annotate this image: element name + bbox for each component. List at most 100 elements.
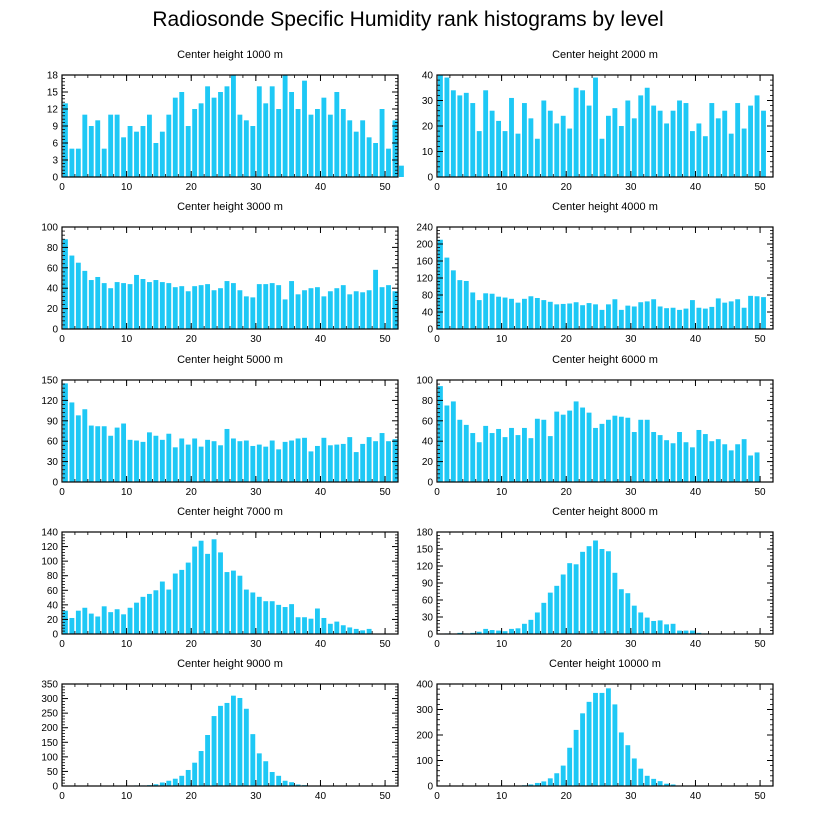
histogram-bar [224,702,230,786]
histogram-bar [657,306,663,329]
histogram-bar [108,288,114,329]
histogram-bar [722,302,728,329]
histogram-bar [476,631,482,634]
histogram-bar [250,126,256,177]
histogram-bar [638,419,644,482]
histogram-bar [567,563,573,634]
histogram-bar [690,630,695,634]
y-tick-label: 100 [416,376,433,387]
histogram-bar [489,110,495,177]
histogram-bar [476,131,482,177]
histogram-bar [457,95,463,177]
histogram-bar [625,745,631,786]
histogram-bar [366,290,372,329]
histogram-bar [541,419,547,482]
histogram-bar [82,409,88,482]
histogram-bar [121,614,127,634]
histogram-bar [334,444,340,482]
histogram-bar [573,401,579,482]
histogram-bar [625,417,631,482]
histogram-bar [327,623,333,634]
y-tick-label: 9 [52,122,58,133]
histogram-bar [522,298,527,329]
histogram-bar [340,625,346,634]
histogram-bar [172,287,178,329]
histogram-bar [644,301,650,330]
histogram-bar [211,539,217,634]
histogram-bar [702,434,708,482]
y-tick-label: 200 [416,240,433,251]
histogram-bar [69,617,75,634]
histogram-bar [243,708,249,786]
histogram-bar [88,425,94,482]
histogram-bar [476,300,482,329]
histogram-bar [315,445,320,482]
histogram-bar [75,262,81,329]
histogram-bar [75,415,81,482]
histogram-bar [366,628,372,634]
histogram-bar [483,293,489,329]
histogram-bar [147,593,152,634]
histogram-bar [373,441,379,482]
histogram-bar [373,143,379,177]
histogram-bar [334,621,340,634]
histogram-bar [612,572,618,634]
x-tick-label: 50 [380,182,392,193]
histogram-bar [728,301,734,330]
histogram-bar [179,569,185,634]
x-tick-label: 30 [625,334,637,345]
histogram-bar [166,433,172,482]
histogram-bar [631,306,637,329]
histogram-bar [302,617,307,634]
histogram-bar [748,455,754,482]
x-tick-label: 50 [380,639,392,650]
chart-panel: Center height 6000 m 0 10 20 30 40 50 0 20 40 60 80… [416,354,774,498]
histogram-bar [340,109,346,177]
histogram-bar [741,128,747,177]
histogram-bar [586,303,592,329]
histogram-bar [114,609,120,634]
histogram-bar [670,110,676,177]
histogram-bar [541,300,547,329]
histogram-bar [586,701,592,786]
y-tick-label: 3 [52,156,58,167]
panel-title: Center height 8000 m [552,506,658,518]
histogram-bar [347,437,353,482]
x-tick-label: 20 [561,487,573,498]
histogram-bar [172,447,178,482]
histogram-bar [683,442,689,482]
histogram-bar [677,432,682,482]
x-tick-label: 40 [690,487,702,498]
y-tick-label: 30 [422,96,434,107]
histogram-bar [522,103,527,177]
histogram-bar [741,307,747,329]
y-tick-label: 60 [47,263,59,274]
y-tick-label: 0 [52,782,58,793]
histogram-bar [450,90,456,177]
y-tick-label: 100 [416,756,433,767]
histogram-bar [677,309,682,330]
histogram-bar [63,239,68,329]
y-tick-label: 250 [41,709,58,720]
panel-title: Center height 10000 m [549,658,661,670]
histogram-bar [450,270,456,329]
histogram-bar [638,302,644,329]
histogram-bar [496,428,502,482]
x-tick-label: 40 [315,182,327,193]
histogram-bar [185,126,191,177]
histogram-bar [302,80,307,177]
histogram-bar [379,433,385,482]
histogram-bar [295,109,301,177]
histogram-bar [463,280,469,329]
y-tick-label: 240 [416,223,433,234]
histogram-bar [664,440,670,482]
histogram-bar [321,97,327,177]
panel-title: Center height 4000 m [552,201,658,213]
x-tick-label: 40 [315,791,327,802]
histogram-bar [651,778,657,786]
histogram-bar [250,445,256,482]
y-tick-label: 0 [52,630,58,641]
y-tick-label: 300 [416,705,433,716]
histogram-bar [237,114,243,177]
histogram-bar [276,449,282,482]
